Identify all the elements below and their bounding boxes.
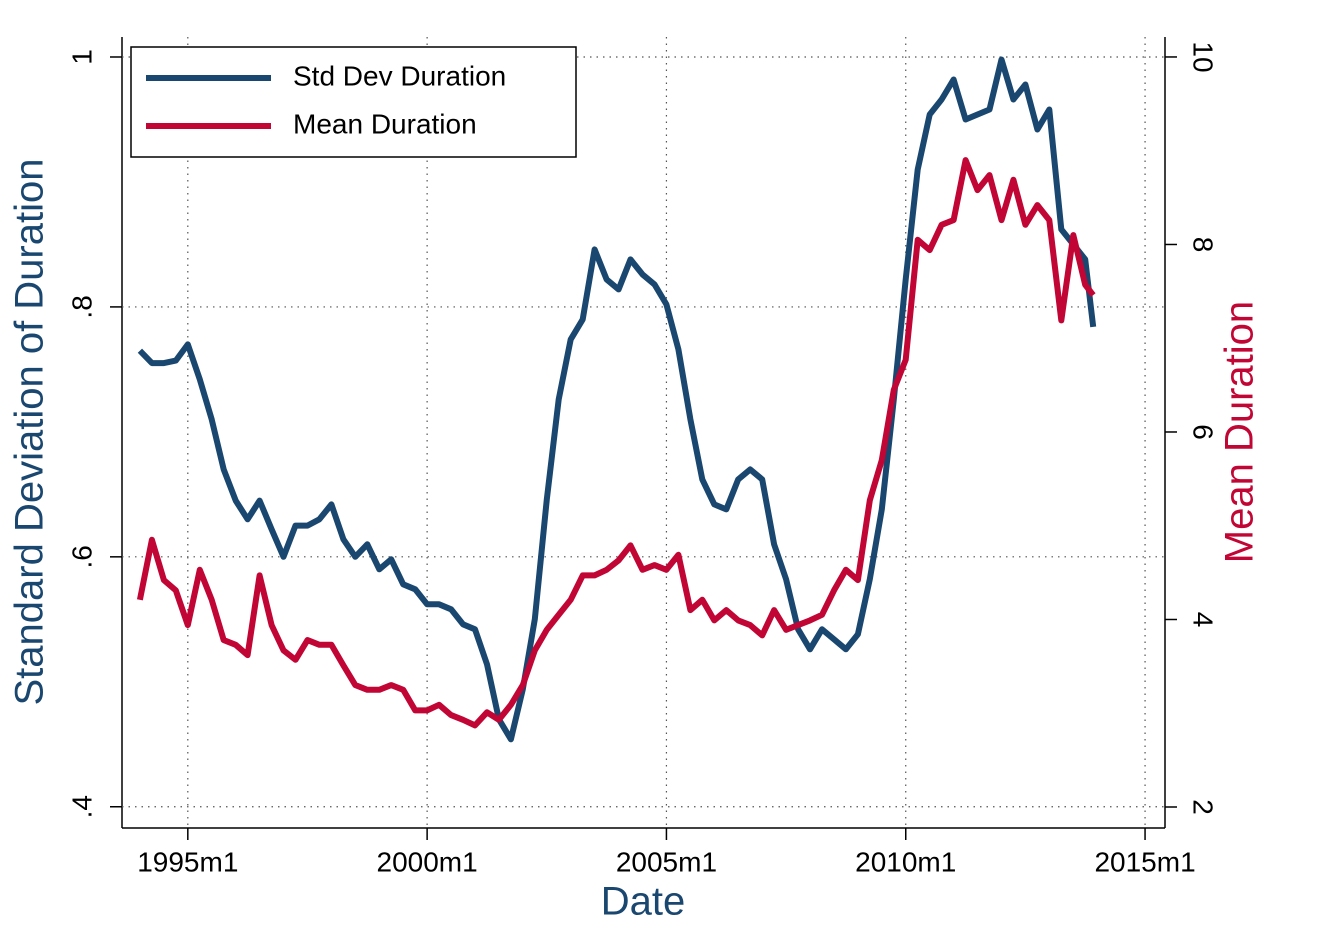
y2-tick-label: 4 (1188, 612, 1219, 628)
series-line (136, 157, 1096, 729)
x-axis-title: Date (601, 880, 686, 924)
legend-box (130, 46, 577, 158)
y2-axis-title: Mean Duration (1218, 301, 1262, 563)
y-tick-label: .8 (66, 295, 97, 318)
y-tick-label: 1 (66, 49, 97, 65)
x-tick-label: 2005m1 (616, 846, 717, 877)
x-tick-label: 1995m1 (137, 846, 238, 877)
legend-label: Std Dev Duration (293, 60, 506, 91)
y2-tick-label: 10 (1188, 41, 1219, 72)
y2-tick-label: 8 (1188, 237, 1219, 253)
y2-tick-label: 6 (1188, 424, 1219, 440)
y-tick-label: .4 (66, 795, 97, 818)
series-line (137, 56, 1097, 743)
x-tick-label: 2000m1 (377, 846, 478, 877)
y-axis-title: Standard Deviation of Duration (8, 159, 52, 706)
legend-label: Mean Duration (293, 108, 477, 139)
y-tick-label: .6 (66, 545, 97, 568)
x-tick-label: 2015m1 (1094, 846, 1195, 877)
x-tick-label: 2010m1 (855, 846, 956, 877)
y2-tick-label: 2 (1188, 799, 1219, 815)
